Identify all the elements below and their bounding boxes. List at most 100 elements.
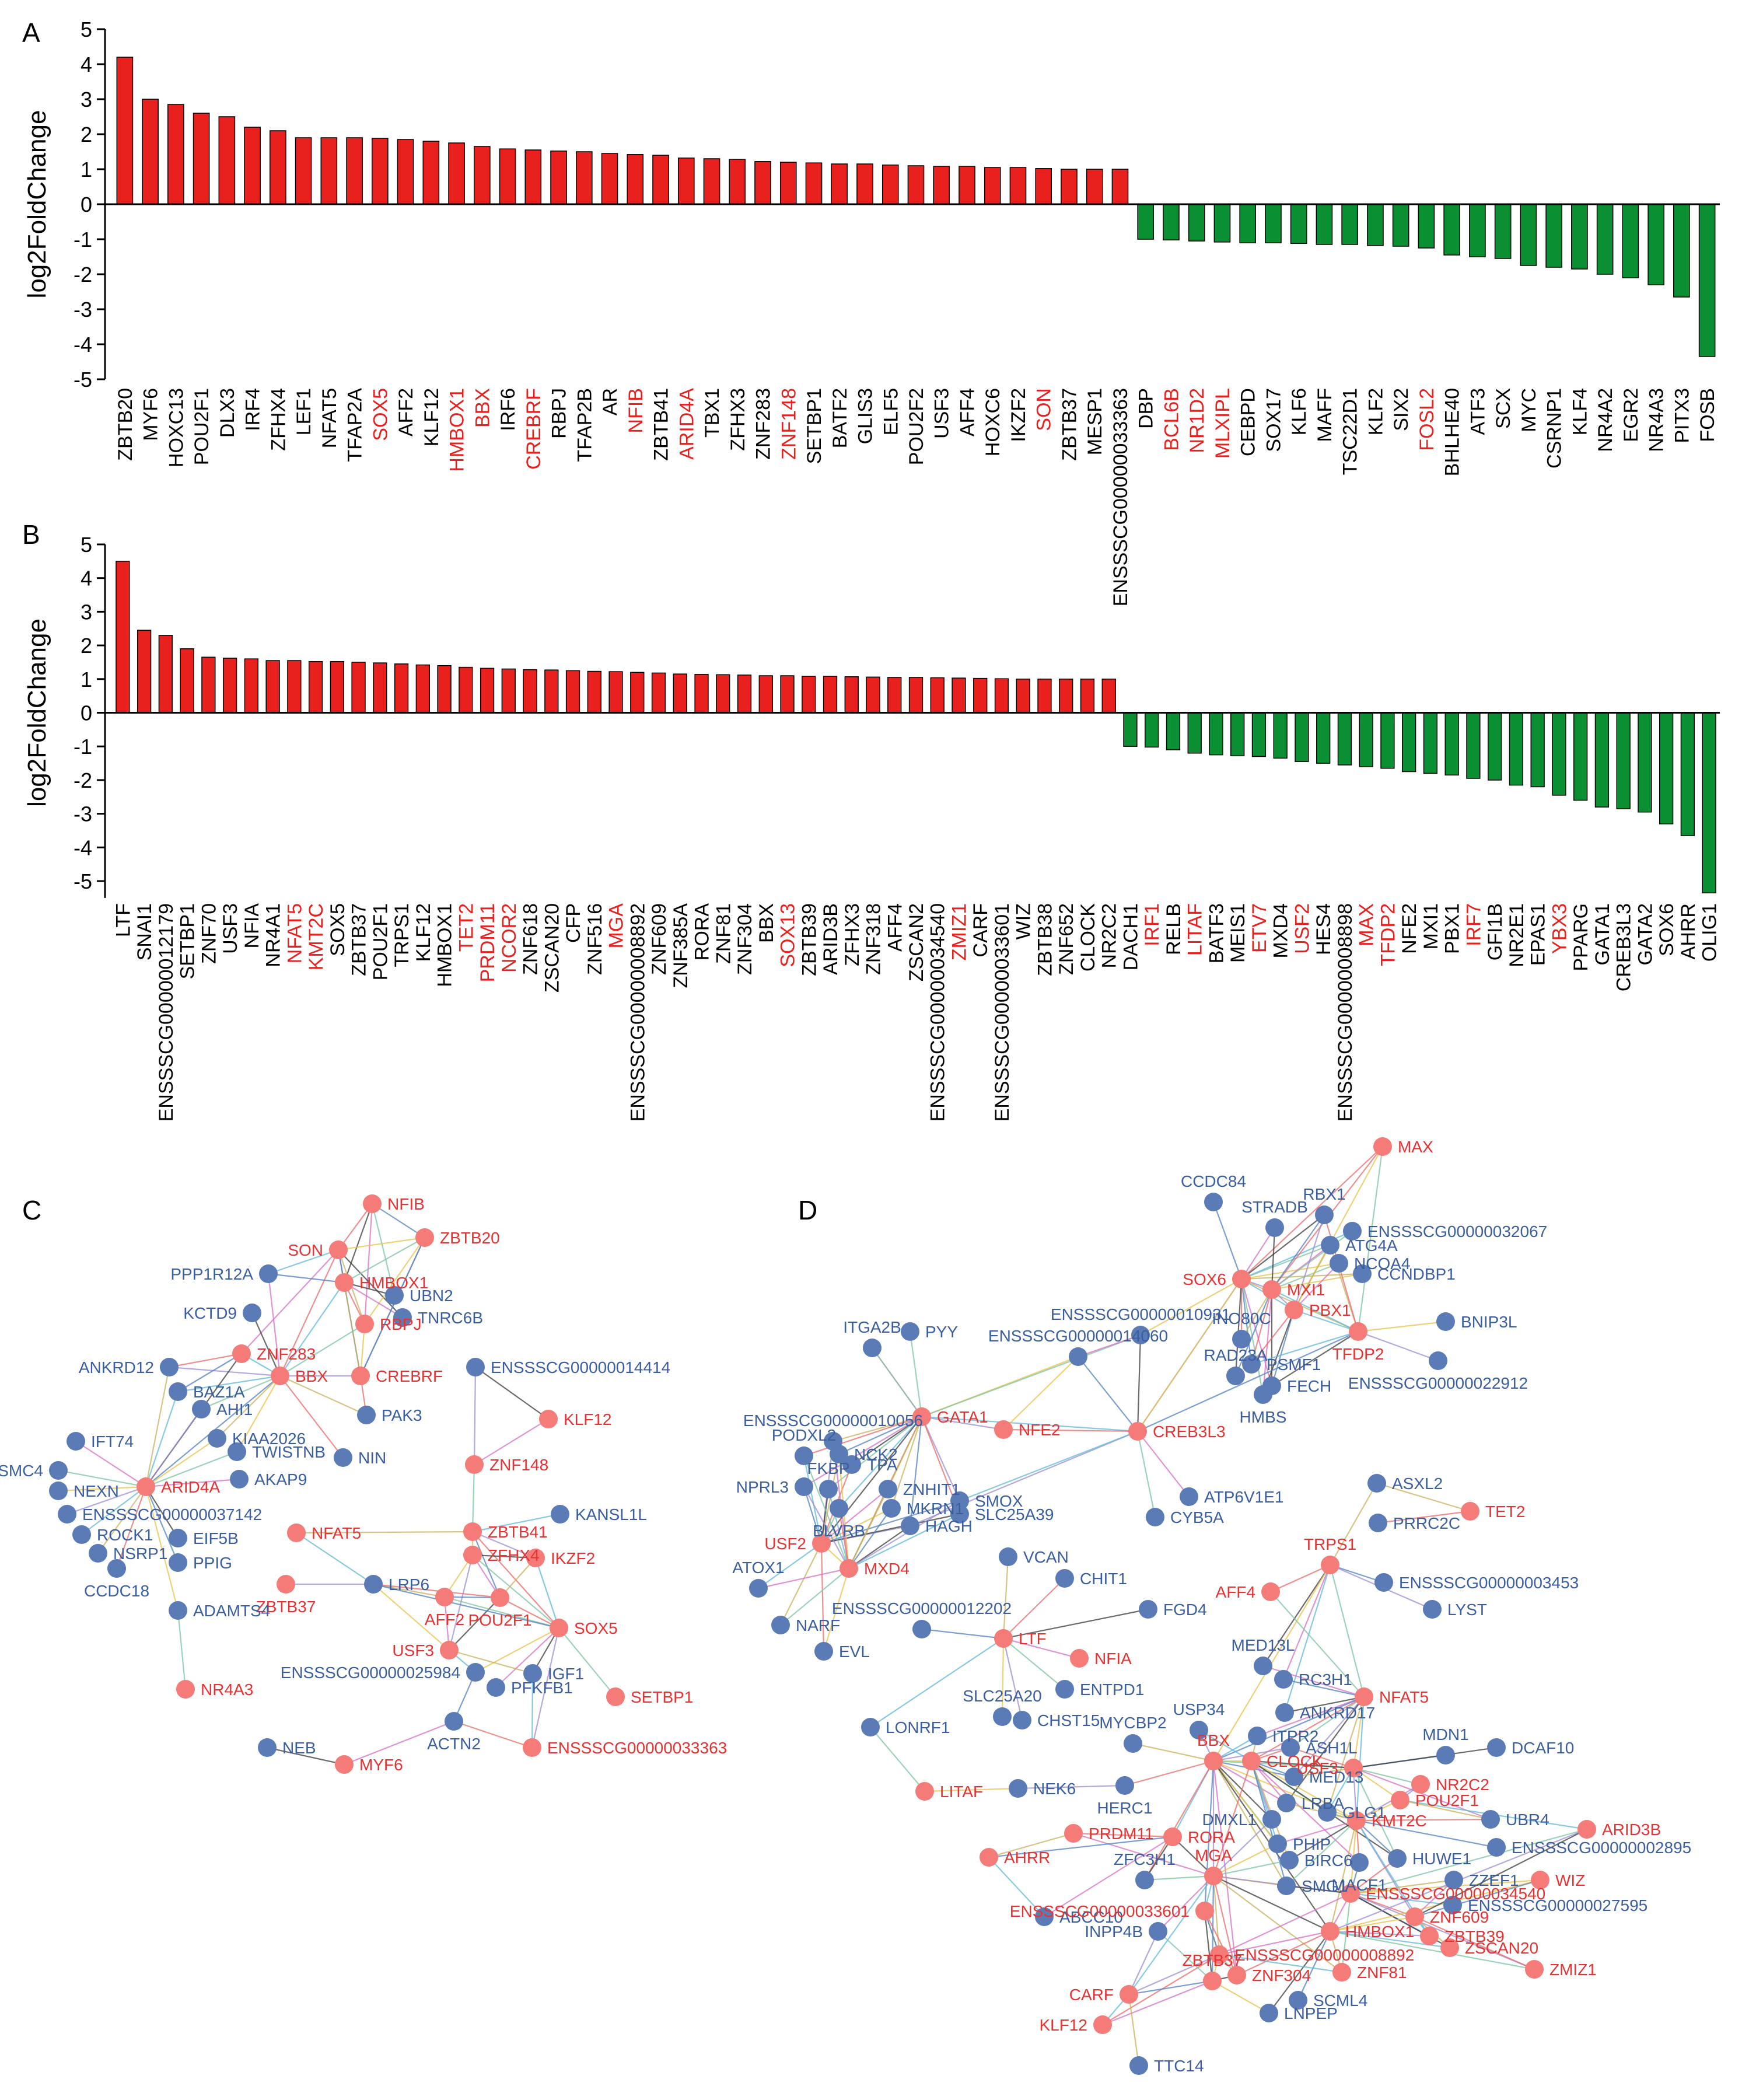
network-edge xyxy=(360,1237,425,1376)
bar-klf6 xyxy=(1290,204,1307,244)
network-edge xyxy=(1124,1760,1214,1787)
node-label: NEB xyxy=(282,1739,316,1757)
panel-label-a: A xyxy=(22,18,40,48)
network-edge xyxy=(1240,1278,1273,1386)
bar-ncor2 xyxy=(501,668,516,714)
bar-znf70 xyxy=(201,656,216,714)
x-tick-label: KLF2 xyxy=(1365,388,1387,435)
node-label: ANKRD12 xyxy=(79,1358,154,1376)
network-edge xyxy=(474,1418,549,1465)
network-edge xyxy=(1078,1334,1141,1358)
bar-nfat5 xyxy=(320,137,338,205)
network-edge xyxy=(1073,1832,1173,1838)
network-edge xyxy=(145,1409,202,1487)
node-label: CCDC84 xyxy=(1181,1172,1246,1190)
bar-znf148 xyxy=(779,162,797,205)
node-label: TWISTNB xyxy=(252,1443,326,1461)
network-edge xyxy=(558,1627,616,1697)
x-tick-label: MXI1 xyxy=(1420,903,1442,949)
x-tick-label: EPAS1 xyxy=(1527,903,1549,966)
bar-pitx3 xyxy=(1673,204,1690,298)
network-edge xyxy=(1136,1334,1142,1432)
network-edge xyxy=(1213,1875,1331,1932)
node-stradb xyxy=(1265,1218,1284,1237)
network-edge xyxy=(1329,1820,1358,1932)
node-blvrb xyxy=(830,1499,848,1518)
panel-label-b: B xyxy=(22,519,40,550)
network-edge xyxy=(909,1331,923,1417)
x-tick-label: BATF2 xyxy=(829,388,851,448)
node-label: ZBTB37 xyxy=(1183,1951,1243,1969)
x-tick-label: TSC22D1 xyxy=(1339,388,1362,475)
x-tick-label: BBX xyxy=(755,903,778,943)
x-tick-label: CREB3L3 xyxy=(1613,903,1635,991)
x-tick-label: NFIA xyxy=(241,903,263,949)
node-aff4 xyxy=(1261,1582,1280,1601)
network-edge xyxy=(803,1455,823,1544)
node-herc1 xyxy=(1115,1776,1134,1795)
bar-lef1 xyxy=(295,137,312,205)
bar-nfia xyxy=(244,658,258,714)
network-edge xyxy=(1262,1289,1273,1395)
network-edge xyxy=(472,1513,561,1533)
x-tick-label: ETV7 xyxy=(1248,903,1271,953)
node-label: SOX6 xyxy=(1183,1270,1226,1288)
y-axis-label: log2FoldChange xyxy=(23,619,51,807)
node-label: NPRL3 xyxy=(736,1478,789,1496)
network-edge xyxy=(890,1416,923,1509)
x-tick-label: KLF12 xyxy=(412,903,435,962)
node-label: MACF1 xyxy=(1332,1876,1387,1894)
node-label: LNPEP xyxy=(1284,2004,1338,2022)
node-label: NARF xyxy=(796,1616,840,1634)
network-edge xyxy=(58,1486,146,1492)
node-enssscg00000037142 xyxy=(58,1505,76,1524)
node-label: ABCC10 xyxy=(1059,1908,1123,1926)
x-tick-label: LEF1 xyxy=(293,388,315,435)
node-label: ENTPD1 xyxy=(1080,1680,1144,1699)
bar-dbp xyxy=(1137,204,1155,240)
node-klf12 xyxy=(539,1410,558,1428)
bar-batf2 xyxy=(831,163,848,205)
node-abcc10 xyxy=(1035,1907,1054,1926)
bar-nr4a3 xyxy=(1647,204,1664,285)
node-carf xyxy=(1120,1985,1138,2004)
node-usf2 xyxy=(812,1534,831,1553)
node-kmt2c xyxy=(1347,1811,1366,1830)
network-edge xyxy=(145,1367,170,1487)
network-edge xyxy=(909,1416,923,1526)
node-cyb5a xyxy=(1146,1508,1164,1526)
bar-zbtb41 xyxy=(652,155,669,205)
node-label: MYCBP2 xyxy=(1099,1714,1166,1732)
bar-arid3b xyxy=(823,676,838,714)
node-klf12 xyxy=(1093,2015,1112,2034)
bar-crebrf xyxy=(524,149,542,205)
node-atp6v1e1 xyxy=(1180,1487,1198,1506)
node-mdn1 xyxy=(1436,1746,1455,1764)
node-inpp4b xyxy=(1149,1922,1167,1941)
network-edge xyxy=(780,1543,822,1626)
node-label: ZBTB39 xyxy=(1444,1927,1505,1945)
node-label: NFIB xyxy=(387,1195,425,1213)
x-tick-label: ZNF609 xyxy=(648,903,670,975)
x-tick-label: MYF6 xyxy=(140,388,162,441)
x-tick-label: MAFF xyxy=(1314,388,1336,442)
y-tick-label: -1 xyxy=(74,228,92,251)
node-label: TET2 xyxy=(1485,1503,1525,1521)
network-edge xyxy=(475,1627,559,1673)
network-edge xyxy=(81,1486,146,1535)
node-enssscg00000027595 xyxy=(1443,1896,1462,1914)
node-usp34 xyxy=(1190,1721,1208,1739)
bar-zfhx4 xyxy=(270,130,286,205)
node-label: HUWE1 xyxy=(1412,1850,1471,1868)
node-label: NEXN xyxy=(74,1482,119,1500)
x-tick-label: ENSSSCG00000033363 xyxy=(1110,388,1132,606)
network-edge xyxy=(1350,1892,1535,1970)
bar-ahrr xyxy=(1680,712,1695,836)
x-tick-label: ENSSSCG00000008892 xyxy=(627,903,649,1121)
node-ift74 xyxy=(67,1432,85,1451)
network-edge xyxy=(821,1508,892,1544)
network-edge xyxy=(363,1203,373,1325)
network-edge xyxy=(1353,1767,1421,1785)
y-tick-label: -3 xyxy=(74,802,92,826)
